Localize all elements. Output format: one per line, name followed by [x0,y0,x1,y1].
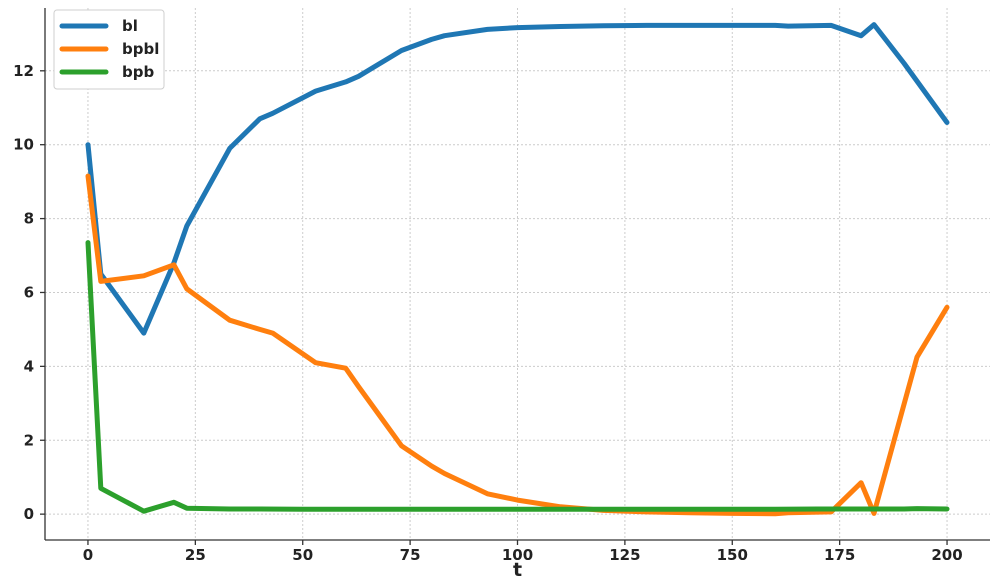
x-tick-label: 50 [292,546,313,564]
x-tick-label: 150 [717,546,748,564]
y-tick-label: 6 [24,283,34,301]
x-tick-label: 75 [400,546,421,564]
y-tick-label: 2 [24,431,34,449]
x-tick-label: 0 [83,546,93,564]
y-tick-label: 8 [24,210,34,228]
series-layer [85,22,950,517]
legend-label-bpb: bpb [122,63,154,81]
y-tick-label: 4 [24,357,34,375]
legend-label-bl: bl [122,17,138,35]
y-tick-label: 0 [24,505,34,523]
series-line-bl [85,22,950,336]
x-tick-label: 25 [185,546,206,564]
x-tick-label: 100 [502,546,533,564]
series-line-bpbl [85,173,950,517]
x-axis-title: t [513,559,522,581]
grid-layer [45,8,990,540]
legend: bl bpbl bpb [53,9,165,90]
y-tick-label: 10 [13,136,34,154]
legend-label-bpbl: bpbl [122,40,159,58]
y-tick-label: 12 [13,62,34,80]
x-tick-label: 200 [931,546,962,564]
x-tick-label: 125 [609,546,640,564]
series-line-bpb [85,240,950,514]
legend-box [53,9,165,90]
x-tick-label: 175 [824,546,855,564]
axes-layer: 0 25 50 75 100 125 150 175 200 0 2 4 6 8 10 12 [13,8,990,564]
